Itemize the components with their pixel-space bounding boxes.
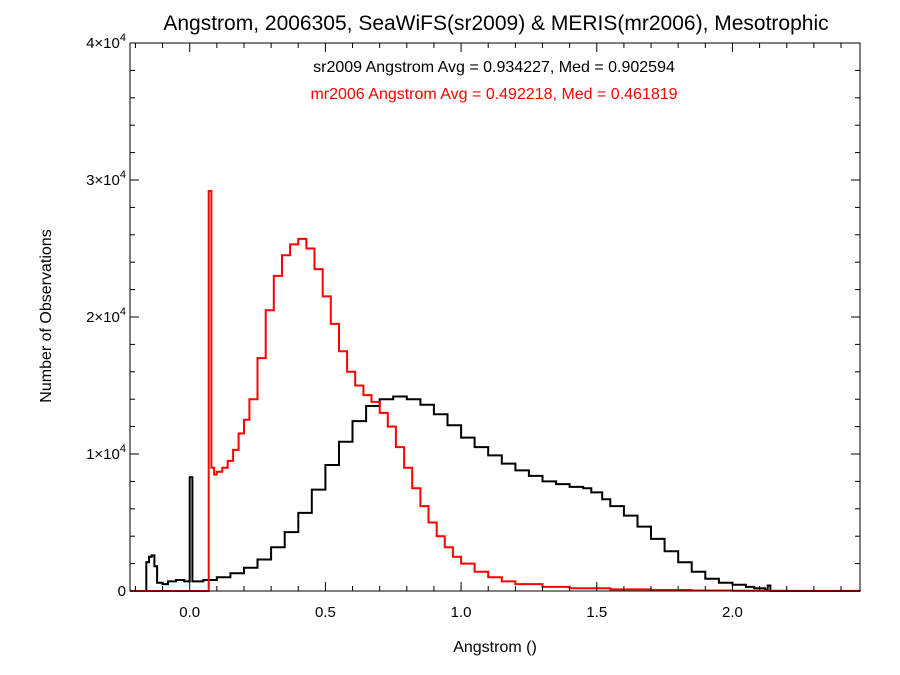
x-tick-label: 1.0 [451, 604, 472, 621]
y-tick-label: 2×104 [86, 306, 126, 326]
x-axis-label: Angstrom () [453, 639, 537, 656]
y-axis-label: Number of Observations [38, 229, 55, 402]
y-tick-label: 4×104 [86, 32, 126, 52]
annotation-sr2009: sr2009 Angstrom Avg = 0.934227, Med = 0.… [313, 59, 675, 76]
series-line-2 [130, 190, 861, 592]
chart-title: Angstrom, 2006305, SeaWiFS(sr2009) & MER… [163, 12, 828, 35]
ticks-layer: 0.0 0.5 1.0 1.5 2.0 0 1×104 2×104 3×104 4×104 [86, 32, 860, 621]
plot-frame [129, 42, 861, 592]
x-tick-label: 2.0 [722, 604, 743, 621]
y-tick-label: 1×104 [86, 443, 126, 463]
series-line-1 [130, 395, 860, 592]
y-tick-label: 3×104 [86, 169, 126, 189]
annotation-mr2006: mr2006 Angstrom Avg = 0.492218, Med = 0.… [310, 86, 677, 103]
x-tick-label: 1.5 [586, 604, 607, 621]
x-tick-label: 0.5 [315, 604, 336, 621]
series-layer [130, 190, 861, 592]
y-tick-label: 0 [118, 583, 126, 600]
x-tick-label: 0.0 [179, 604, 200, 621]
